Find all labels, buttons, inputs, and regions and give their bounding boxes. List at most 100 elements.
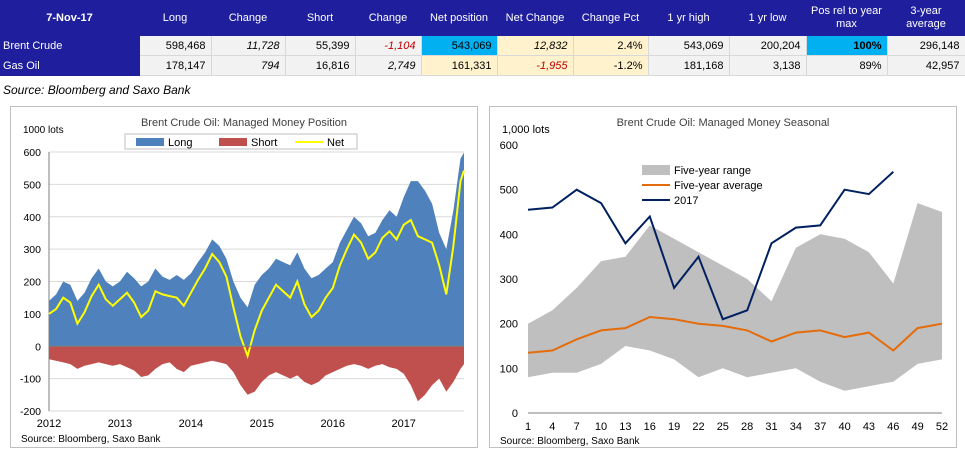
cell-net-change: -1,955 [497, 55, 574, 76]
cell-long: 178,147 [139, 55, 212, 76]
x-tick-label: 4 [549, 421, 555, 433]
legend-label-long: Long [168, 137, 192, 149]
x-tick-label: 49 [912, 421, 924, 433]
y-tick-label: 200 [500, 319, 518, 331]
cell-net-position: 161,331 [421, 55, 498, 76]
x-tick-label: 2017 [391, 418, 415, 430]
cell-change-pct: -1.2% [573, 55, 649, 76]
y-axis-label: 1,000 lots [502, 124, 550, 136]
x-tick-label: 25 [717, 421, 729, 433]
row-name: Gas Oil [0, 55, 140, 76]
cell-1yr-high: 181,168 [648, 55, 730, 76]
y-tick-label: 0 [512, 408, 518, 420]
x-tick-label: 28 [741, 421, 753, 433]
row-name: Brent Crude [0, 36, 140, 56]
cell-1yr-high: 543,069 [648, 36, 730, 56]
header-date: 7-Nov-17 [0, 0, 139, 36]
x-tick-label: 37 [814, 421, 826, 433]
y-tick-label: 0 [35, 341, 41, 353]
y-axis-label: 1000 lots [23, 125, 64, 136]
legend-label-average: Five-year average [674, 180, 763, 192]
short-area [49, 346, 464, 402]
x-tick-label: 46 [887, 421, 899, 433]
x-tick-label: 19 [668, 421, 680, 433]
table-header-row: 7-Nov-17 Long Change Short Change Net po… [0, 0, 965, 36]
net-line [48, 170, 465, 360]
x-tick-label: 22 [692, 421, 704, 433]
header-change: Change [355, 0, 421, 36]
x-tick-label: 31 [765, 421, 777, 433]
x-tick-label: 7 [574, 421, 580, 433]
y-tick-label: 400 [500, 229, 518, 241]
legend-swatch-long [136, 138, 164, 146]
y-tick-label: -100 [20, 374, 41, 386]
y-tick-label: -200 [20, 406, 41, 418]
cell-long-change: 794 [211, 55, 286, 76]
cell-1yr-low: 200,204 [729, 36, 807, 56]
y-tick-label: 100 [23, 309, 41, 321]
x-tick-label: 2012 [37, 418, 61, 430]
cell-3yr-avg: 296,148 [887, 36, 965, 56]
managed-money-seasonal-chart: Brent Crude Oil: Managed Money Seasonal 1… [489, 106, 957, 448]
header-3yr-avg: 3-year average [887, 0, 965, 36]
x-tick-label: 43 [863, 421, 875, 433]
line-2017 [527, 171, 894, 321]
cell-change-pct: 2.4% [573, 36, 649, 56]
cell-short: 16,816 [285, 55, 356, 76]
cell-3yr-avg: 42,957 [887, 55, 965, 76]
header-net-position: Net position [421, 0, 497, 36]
cell-short-change: 2,749 [355, 55, 422, 76]
y-tick-label: 600 [23, 147, 41, 159]
table-row: Brent Crude 598,468 11,728 55,399 -1,104… [0, 36, 965, 56]
x-tick-label: 34 [790, 421, 802, 433]
y-tick-label: 200 [23, 277, 41, 289]
header-change-pct: Change Pct [573, 0, 648, 36]
five-year-average-line [527, 315, 943, 354]
cell-pos-rel: 100% [806, 36, 888, 56]
managed-money-position-chart: Brent Crude Oil: Managed Money Position 1… [10, 106, 478, 448]
cell-1yr-low: 3,138 [729, 55, 807, 76]
x-tick-label: 40 [838, 421, 850, 433]
header-change: Change [211, 0, 285, 36]
chart-source: Source: Bloomberg, Saxo Bank [21, 434, 162, 445]
x-tick-label: 16 [644, 421, 656, 433]
positions-table: 7-Nov-17 Long Change Short Change Net po… [0, 0, 965, 76]
y-tick-label: 300 [23, 244, 41, 256]
table-source: Source: Bloomberg and Saxo Bank [3, 83, 191, 97]
legend-label-2017: 2017 [674, 195, 698, 207]
x-tick-label: 2014 [179, 418, 203, 430]
legend-label-net: Net [327, 137, 344, 149]
cell-short: 55,399 [285, 36, 356, 56]
header-1yr-high: 1 yr high [648, 0, 729, 36]
y-tick-label: 600 [500, 140, 518, 152]
x-tick-label: 1 [525, 421, 531, 433]
x-tick-label: 13 [619, 421, 631, 433]
five-year-range-area [528, 203, 942, 391]
legend-label-short: Short [251, 137, 277, 149]
header-pos-rel: Pos rel to year max [806, 0, 887, 36]
cell-pos-rel: 89% [806, 55, 888, 76]
x-tick-label: 52 [936, 421, 948, 433]
table-row: Gas Oil 178,147 794 16,816 2,749 161,331… [0, 55, 965, 76]
y-tick-label: 100 [500, 363, 518, 375]
cell-long: 598,468 [139, 36, 212, 56]
x-tick-label: 2013 [108, 418, 132, 430]
chart-title: Brent Crude Oil: Managed Money Seasonal [617, 117, 830, 129]
chart-source: Source: Bloomberg, Saxo Bank [500, 436, 641, 447]
y-tick-label: 400 [23, 212, 41, 224]
cell-net-position: 543,069 [421, 36, 498, 56]
position-chart-svg: Brent Crude Oil: Managed Money Position 1… [20, 117, 465, 445]
legend-swatch-short [219, 138, 247, 146]
y-tick-label: 500 [500, 185, 518, 197]
header-long: Long [139, 0, 211, 36]
header-net-change: Net Change [497, 0, 573, 36]
cell-short-change: -1,104 [355, 36, 422, 56]
x-tick-label: 2015 [250, 418, 274, 430]
y-tick-label: 500 [23, 179, 41, 191]
legend-swatch-range [642, 165, 670, 175]
seasonal-chart-svg: Brent Crude Oil: Managed Money Seasonal 1… [500, 117, 948, 447]
cell-long-change: 11,728 [211, 36, 286, 56]
chart-title: Brent Crude Oil: Managed Money Position [141, 117, 347, 129]
header-1yr-low: 1 yr low [729, 0, 806, 36]
y-tick-label: 300 [500, 274, 518, 286]
